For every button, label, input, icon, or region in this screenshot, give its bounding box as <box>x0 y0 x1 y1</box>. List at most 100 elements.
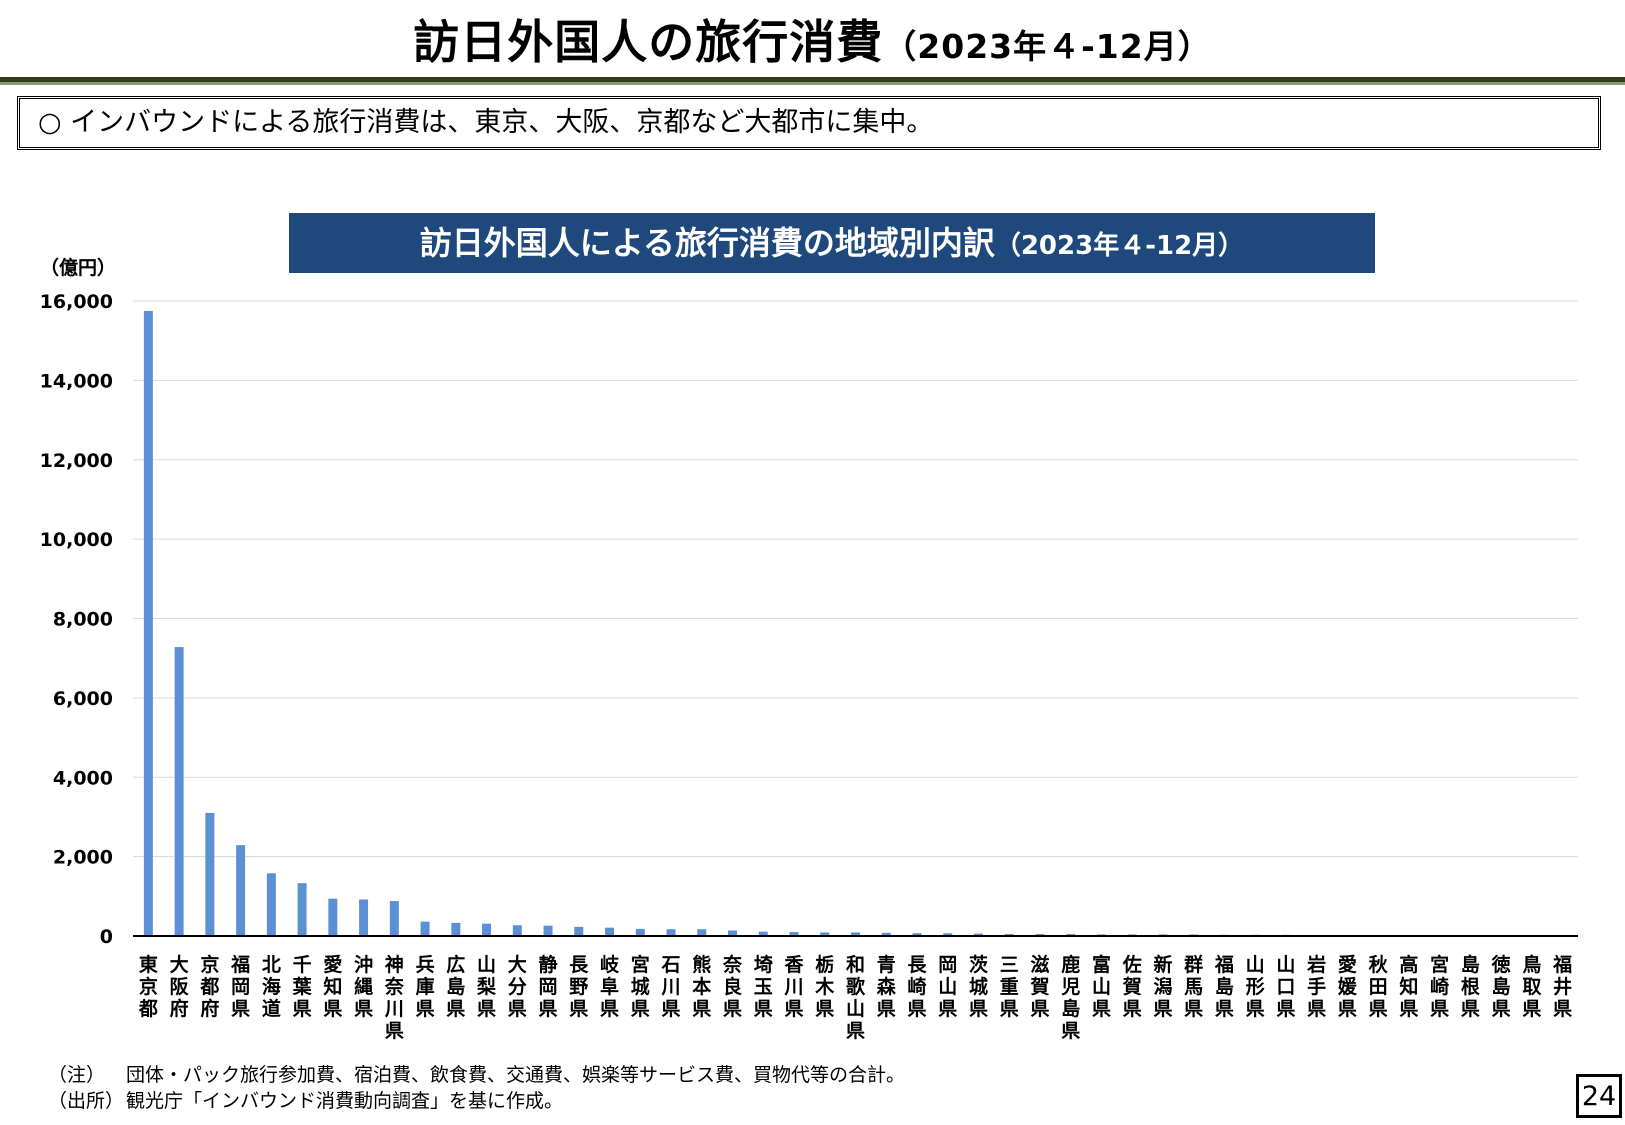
x-tick-label: 神奈川県 <box>384 953 405 1042</box>
bar-大阪府 <box>174 647 184 936</box>
x-tick-label: 福島県 <box>1214 953 1234 1020</box>
x-tick-label: 茨城県 <box>969 953 988 1020</box>
bar-茨城県 <box>973 933 983 936</box>
bar-千葉県 <box>297 883 307 936</box>
x-tick-label: 秋田県 <box>1369 953 1389 1020</box>
bar-福岡県 <box>236 845 246 936</box>
note-row: （注） 団体・パック旅行参加費、宿泊費、飲食費、交通費、娯楽等サービス費、買物代等… <box>48 1062 905 1088</box>
x-tick-label: 群馬県 <box>1183 953 1203 1020</box>
y-tick-label: 8,000 <box>53 609 113 631</box>
x-tick-label: 静岡県 <box>539 953 558 1020</box>
x-tick-label: 大阪府 <box>170 953 190 1020</box>
x-tick-label: 岩手県 <box>1306 953 1326 1020</box>
y-tick-label: 4,000 <box>53 767 113 789</box>
note-text: 団体・パック旅行参加費、宿泊費、飲食費、交通費、娯楽等サービス費、買物代等の合計… <box>126 1064 906 1086</box>
bar-青森県 <box>881 932 891 936</box>
x-tick-label: 沖縄県 <box>354 953 373 1020</box>
bar-香川県 <box>789 932 799 936</box>
x-tick-label: 徳島県 <box>1491 953 1511 1020</box>
x-tick-label: 千葉県 <box>292 954 313 1020</box>
x-tick-label: 栃木県 <box>814 953 835 1020</box>
bar-埼玉県 <box>758 931 768 936</box>
x-tick-label: 山梨県 <box>476 954 497 1020</box>
bar-東京都 <box>143 310 153 936</box>
x-tick-label: 福井県 <box>1552 953 1572 1020</box>
note-label: （注） <box>48 1064 106 1086</box>
chart-title-period: （2023年４-12月） <box>994 231 1245 261</box>
y-tick-label: 0 <box>100 926 113 948</box>
x-tick-label: 鳥取県 <box>1522 953 1541 1020</box>
bar-神奈川県 <box>389 901 399 936</box>
x-tick-label: 新潟県 <box>1153 953 1172 1020</box>
notes: （注） 団体・パック旅行参加費、宿泊費、飲食費、交通費、娯楽等サービス費、買物代等… <box>48 1062 905 1114</box>
bar-和歌山県 <box>851 932 860 936</box>
bar-静岡県 <box>543 925 553 936</box>
x-tick-label: 島根県 <box>1461 953 1480 1020</box>
x-tick-label: 青森県 <box>877 954 897 1020</box>
x-tick-label: 愛知県 <box>323 954 342 1020</box>
bar-山梨県 <box>482 923 492 936</box>
y-tick-label: 14,000 <box>40 370 113 392</box>
bar-京都府 <box>205 812 215 936</box>
page-title-period: （2023年４-12月） <box>883 27 1212 66</box>
x-tick-label: 滋賀県 <box>1029 953 1049 1020</box>
bar-奈良県 <box>728 930 738 936</box>
x-tick-label: 佐賀県 <box>1122 953 1142 1020</box>
x-tick-label: 東京都 <box>138 953 158 1020</box>
x-tick-label: 宮城県 <box>631 953 650 1020</box>
bar-栃木県 <box>820 932 830 936</box>
x-tick-label: 大分県 <box>508 953 527 1020</box>
header-rule-light <box>0 82 1625 85</box>
bar-沖縄県 <box>359 899 369 936</box>
bar-熊本県 <box>697 929 707 936</box>
x-tick-label: 長野県 <box>569 954 589 1020</box>
x-tick-label: 広島県 <box>446 953 465 1020</box>
x-tick-label: 山口県 <box>1276 954 1295 1020</box>
y-tick-label: 12,000 <box>40 450 113 472</box>
bar-北海道 <box>266 873 276 936</box>
bar-長崎県 <box>912 933 922 936</box>
x-tick-label: 高知県 <box>1399 953 1418 1020</box>
x-tick-label: 愛媛県 <box>1337 954 1358 1020</box>
x-tick-label: 京都府 <box>199 953 219 1020</box>
x-tick-label: 奈良県 <box>722 953 743 1020</box>
y-axis-unit-label: （億円） <box>40 256 116 279</box>
x-tick-label: 北海道 <box>262 954 281 1020</box>
summary-text: ○ インバウンドによる旅行消費は、東京、大阪、京都など大都市に集中。 <box>38 107 934 138</box>
bar-長野県 <box>574 926 584 936</box>
x-tick-label: 兵庫県 <box>416 954 435 1020</box>
y-tick-label: 10,000 <box>40 529 113 551</box>
header-rule-dark <box>0 77 1625 82</box>
x-tick-label: 岐阜県 <box>600 954 620 1020</box>
x-tick-label: 長崎県 <box>907 954 927 1020</box>
bar-岐阜県 <box>605 927 615 936</box>
x-tick-label: 和歌山県 <box>846 953 866 1042</box>
x-tick-label: 熊本県 <box>692 953 711 1020</box>
y-tick-label: 16,000 <box>40 291 113 313</box>
x-tick-label: 三重県 <box>1000 954 1019 1020</box>
bar-兵庫県 <box>420 921 430 936</box>
chart-title: 訪日外国人による旅行消費の地域別内訳 <box>419 224 995 262</box>
x-tick-label: 石川県 <box>661 954 681 1020</box>
page-number: 24 <box>1576 1074 1622 1118</box>
bar-広島県 <box>451 922 461 936</box>
bar-石川県 <box>666 929 676 936</box>
x-tick-label: 香川県 <box>784 954 805 1020</box>
bar-chart: （億円） 0 2,000 4,000 6,000 8,000 10,000 12,000 14,… <box>40 256 1578 1042</box>
x-tick-label: 埼玉県 <box>754 953 773 1020</box>
y-tick-label: 6,000 <box>53 688 113 710</box>
summary-box: ○ インバウンドによる旅行消費は、東京、大阪、京都など大都市に集中。 <box>17 96 1601 150</box>
bar-宮城県 <box>635 928 645 936</box>
x-tick-label: 鹿児島県 <box>1060 953 1080 1042</box>
bar-大分県 <box>512 925 522 936</box>
y-tick-label: 2,000 <box>53 847 113 869</box>
x-tick-label: 岡山県 <box>938 954 957 1020</box>
source-text: 観光庁「インバウンド消費動向調査」を基に作成。 <box>126 1090 564 1112</box>
x-tick-label: 福岡県 <box>230 953 250 1020</box>
page-title-main: 訪日外国人の旅行消費 <box>413 15 884 69</box>
x-tick-label: 山形県 <box>1246 954 1265 1020</box>
x-tick-label: 富山県 <box>1092 953 1111 1020</box>
page-title: 訪日外国人の旅行消費（2023年４-12月） <box>0 10 1625 79</box>
bar-岡山県 <box>943 933 953 936</box>
x-tick-label: 宮崎県 <box>1430 953 1449 1020</box>
